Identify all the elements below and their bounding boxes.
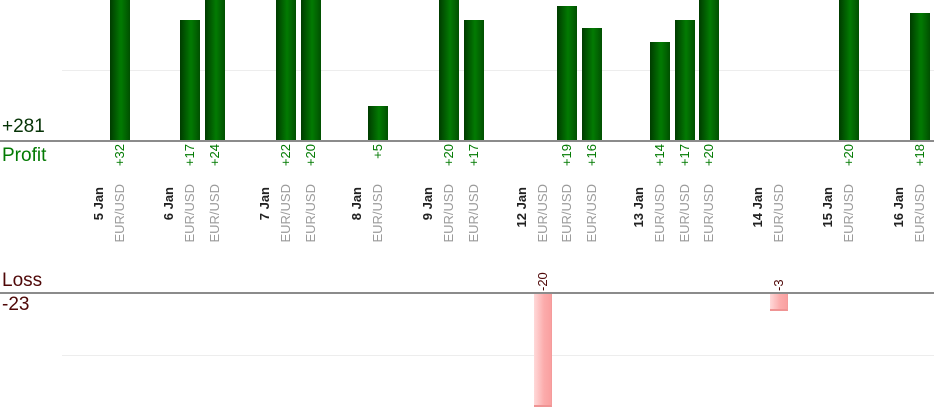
profit-bar-value-label: +20 <box>841 144 856 167</box>
x-axis-instrument-label: EUR/USD <box>302 184 318 243</box>
profit-bar-value-label: +18 <box>911 144 927 167</box>
profit-bar <box>110 0 130 142</box>
profit-bar-value-label: +24 <box>206 144 222 167</box>
x-axis-date-label: 6 Jan <box>161 187 176 221</box>
loss-bar <box>770 294 788 311</box>
x-axis-instrument-label: EUR/USD <box>911 184 927 243</box>
profit-section-label: Profit <box>2 145 47 166</box>
profit-bar-value-label: +20 <box>302 144 318 167</box>
profit-bar-value-label: +32 <box>112 144 127 167</box>
x-axis-date-label: 9 Jan <box>420 187 435 221</box>
loss-axis-line <box>0 292 934 294</box>
loss-total-value: -23 <box>2 294 30 315</box>
profit-bar <box>839 0 859 142</box>
x-axis-date-label: 12 Jan <box>513 187 529 228</box>
x-axis-instrument-label: EUR/USD <box>206 184 222 243</box>
loss-bar <box>533 294 552 407</box>
profit-bar <box>300 0 321 142</box>
x-axis-instrument-label: EUR/USD <box>676 184 692 243</box>
profit-bar-value-label: +19 <box>559 144 575 167</box>
x-axis-date-label: 15 Jan <box>820 187 835 228</box>
x-axis-instrument-label: EUR/USD <box>278 184 293 243</box>
profit-bar <box>439 0 459 142</box>
x-axis-instrument-label: EUR/USD <box>771 184 786 243</box>
profit-bar-value-label: +17 <box>182 144 197 167</box>
x-axis-instrument-label: EUR/USD <box>841 184 856 243</box>
profit-bar-value-label: +22 <box>278 144 293 167</box>
x-axis-instrument-label: EUR/USD <box>441 184 456 243</box>
profit-total-value: +281 <box>2 116 45 137</box>
x-axis-instrument-label: EUR/USD <box>112 184 127 243</box>
profit-bar <box>909 13 930 142</box>
loss-section-label: Loss <box>2 270 43 291</box>
profit-bar <box>276 0 296 142</box>
x-axis-instrument-label: EUR/USD <box>652 184 667 243</box>
profit-gridline <box>62 70 934 71</box>
profit-bar <box>463 20 484 142</box>
x-axis-instrument-label: EUR/USD <box>370 184 385 243</box>
loss-gridline <box>62 355 934 356</box>
profit-bar <box>650 41 670 142</box>
x-axis-instrument-label: EUR/USD <box>559 184 575 243</box>
profit-bar <box>204 0 225 142</box>
x-axis-date-label: 5 Jan <box>91 187 106 221</box>
profit-bar-value-label: +20 <box>701 144 717 167</box>
x-axis-instrument-label: EUR/USD <box>701 184 717 243</box>
profit-bar <box>180 20 200 142</box>
profit-bar <box>557 6 578 142</box>
x-axis-instrument-label: EUR/USD <box>182 184 197 243</box>
loss-bar-value-label: -20 <box>534 272 550 291</box>
profit-bar-value-label: +20 <box>441 144 456 167</box>
x-axis-date-label: 13 Jan <box>631 187 646 228</box>
x-axis-instrument-label: EUR/USD <box>465 184 481 243</box>
profit-axis-line <box>0 140 934 142</box>
profit-bar-value-label: +5 <box>370 144 385 159</box>
x-axis-date-label: 7 Jan <box>257 187 272 221</box>
profit-bar-value-label: +16 <box>583 144 599 167</box>
x-axis-date-label: 16 Jan <box>890 187 906 228</box>
profit-bar <box>699 0 720 142</box>
profit-bar-value-label: +17 <box>676 144 692 167</box>
x-axis-date-label: 8 Jan <box>349 187 364 221</box>
profit-bar-value-label: +17 <box>465 144 481 167</box>
profit-bar <box>581 27 602 142</box>
x-axis-date-label: 14 Jan <box>750 187 765 228</box>
x-axis-instrument-label: EUR/USD <box>583 184 599 243</box>
profit-bar <box>368 106 388 142</box>
x-axis-instrument-label: EUR/USD <box>534 184 550 243</box>
profit-bar-value-label: +14 <box>652 144 667 167</box>
loss-bar-value-label: -3 <box>771 279 786 291</box>
profit-bar <box>674 20 695 142</box>
